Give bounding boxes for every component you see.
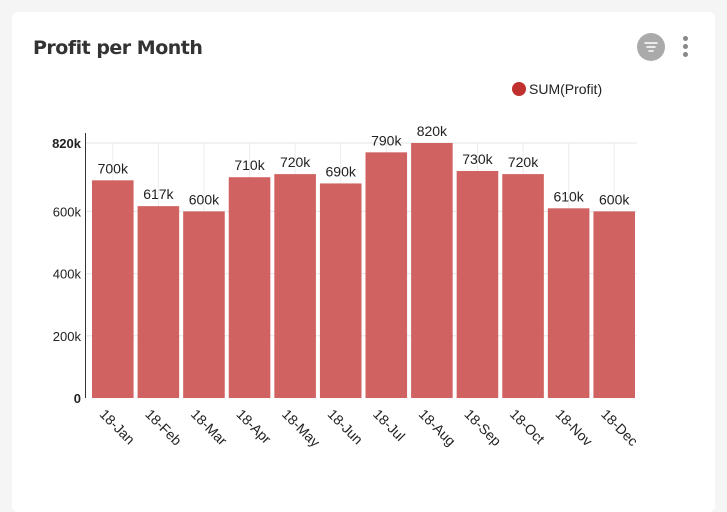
bar <box>411 143 453 398</box>
x-tick-label: 18-Jul <box>370 406 408 444</box>
bar <box>456 170 499 398</box>
filter-icon[interactable] <box>637 33 665 61</box>
y-tick-label: 600k <box>53 204 82 219</box>
bar <box>502 174 544 398</box>
x-tick-label: 18-Jan <box>97 406 139 448</box>
y-tick-label: 0 <box>74 391 81 406</box>
x-tick-label: 18-Sep <box>461 406 504 449</box>
bar <box>228 177 271 398</box>
data-label: 700k <box>98 160 129 176</box>
x-tick-label: 18-Mar <box>188 406 231 449</box>
x-tick-label: 18-Jun <box>325 406 367 448</box>
bar <box>92 180 134 398</box>
bar <box>137 206 180 398</box>
data-label: 820k <box>417 123 448 139</box>
data-label: 600k <box>599 191 630 207</box>
bar <box>547 208 590 398</box>
bar <box>274 174 316 398</box>
data-label: 720k <box>280 154 311 170</box>
x-tick-label: 18-Apr <box>233 406 274 447</box>
y-tick-label: 820k <box>52 136 82 151</box>
bar <box>593 211 635 398</box>
x-tick-label: 18-Nov <box>553 406 596 449</box>
x-tick-label: 18-Aug <box>416 406 459 449</box>
data-label: 617k <box>143 186 174 202</box>
x-tick-label: 18-May <box>279 406 323 450</box>
more-vertical-icon[interactable] <box>680 36 690 60</box>
x-tick-label: 18-Oct <box>507 406 548 447</box>
data-label: 610k <box>553 188 584 204</box>
bar <box>183 211 225 398</box>
data-label: 790k <box>371 132 402 148</box>
y-tick-label: 400k <box>53 267 82 282</box>
data-label: 720k <box>508 154 539 170</box>
x-tick-label: 18-Feb <box>142 406 185 449</box>
chart-title: Profit per Month <box>33 37 203 59</box>
y-tick-label: 200k <box>53 329 82 344</box>
data-label: 730k <box>462 151 493 167</box>
data-label: 600k <box>189 191 220 207</box>
data-label: 710k <box>234 157 265 173</box>
bar <box>319 183 362 398</box>
bar <box>365 152 408 398</box>
x-tick-label: 18-Dec <box>598 406 641 449</box>
data-label: 690k <box>326 163 357 179</box>
legend-marker <box>512 82 526 96</box>
legend-label: SUM(Profit) <box>529 81 602 97</box>
